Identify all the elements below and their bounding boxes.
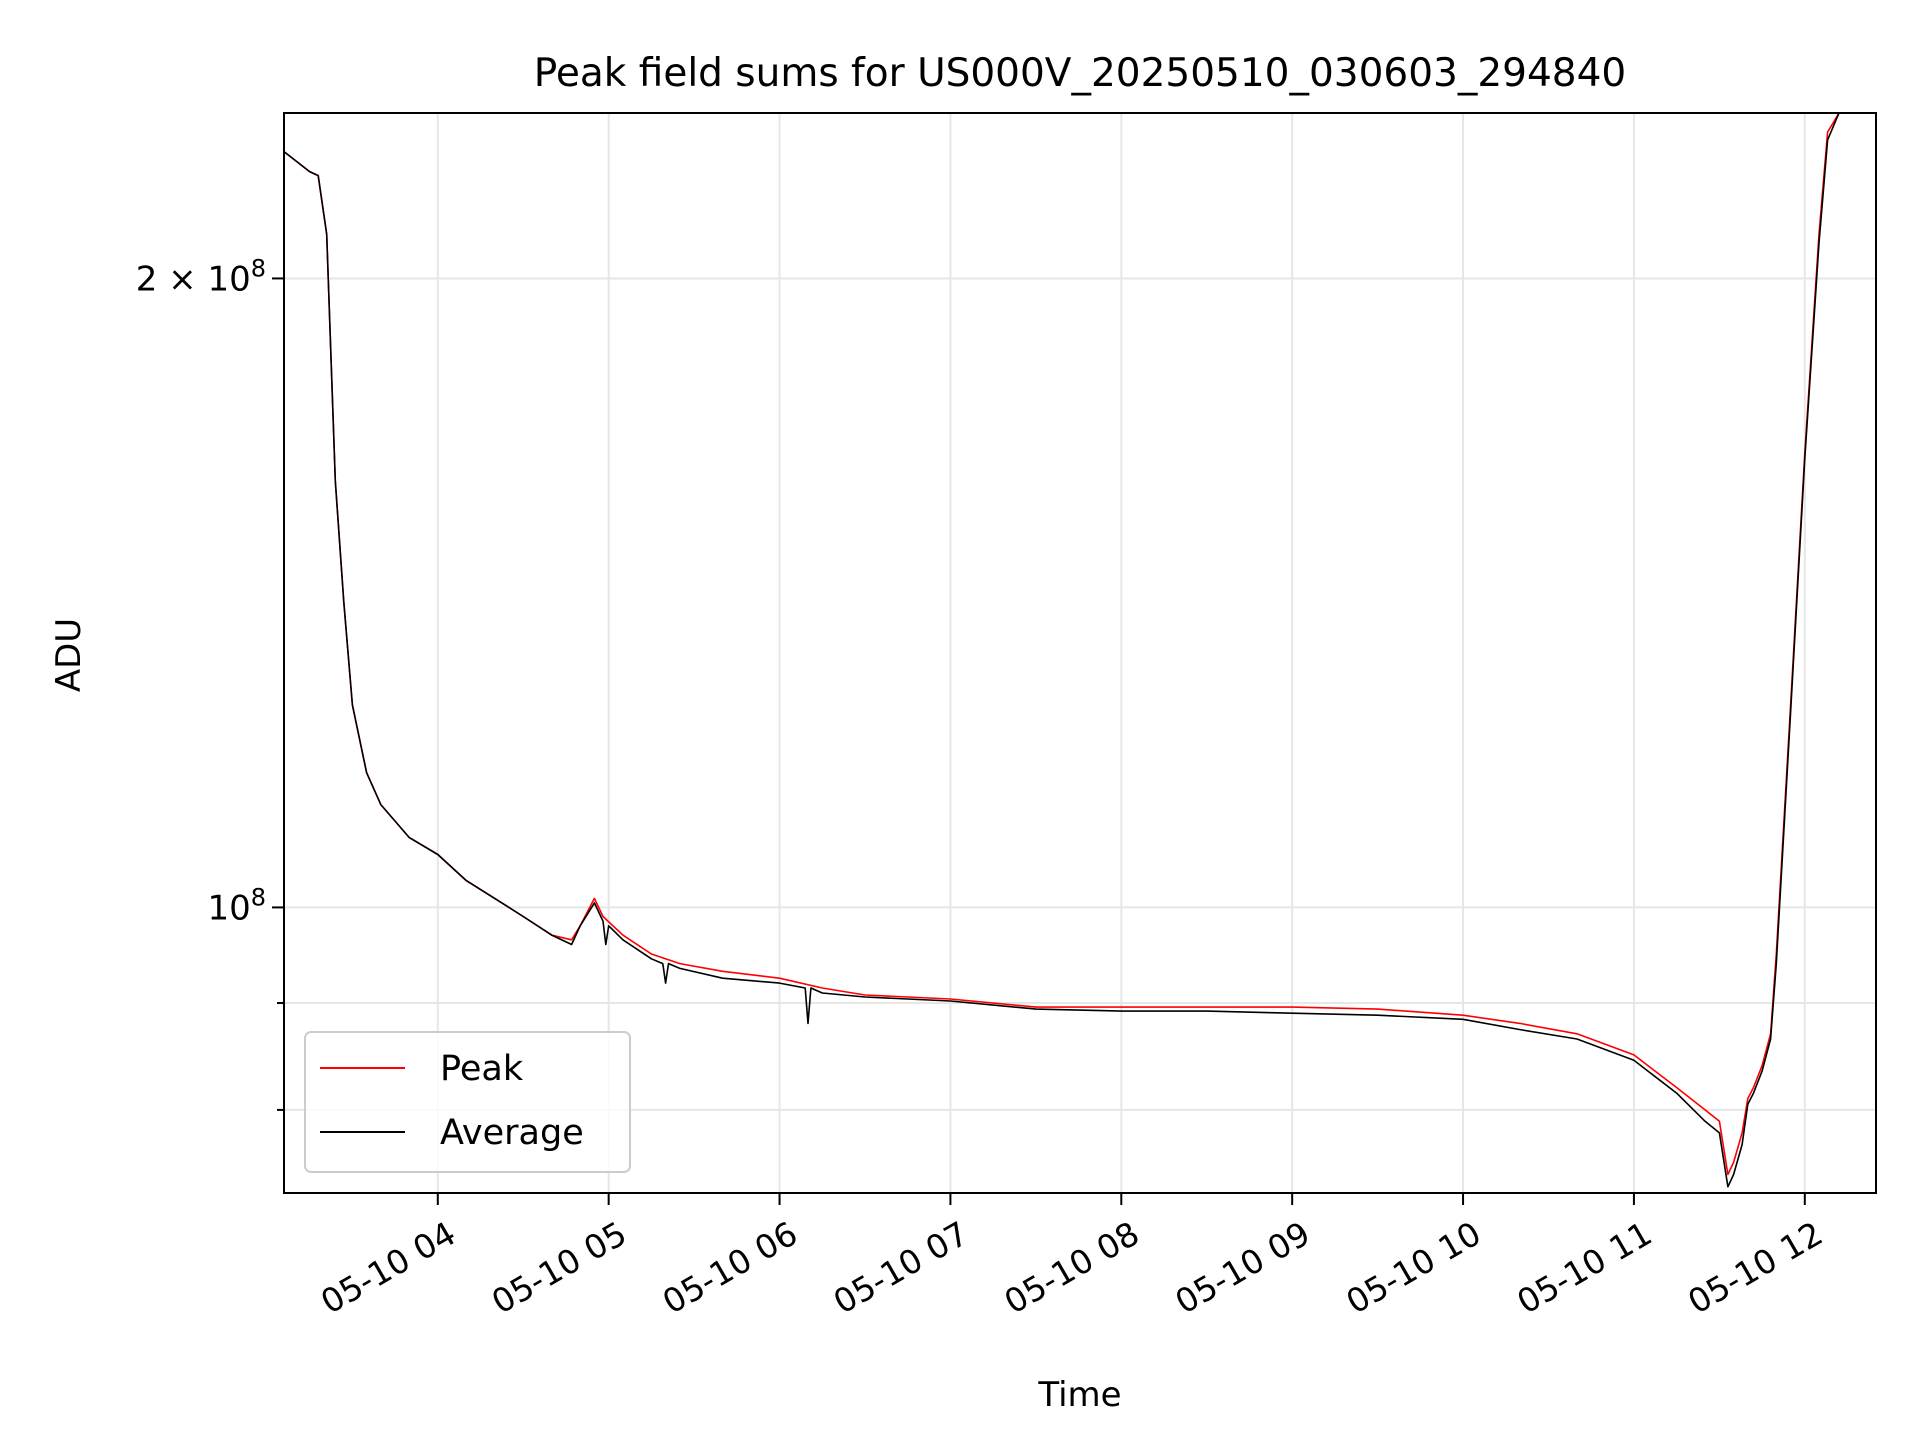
x-axis-label: Time: [1037, 1375, 1121, 1415]
chart-title: Peak field sums for US000V_20250510_0306…: [534, 51, 1627, 96]
y-tick-label: 2 × 108: [136, 254, 266, 299]
y-tick-label: 108: [207, 883, 266, 928]
y-axis: 108 2 × 108: [136, 254, 284, 1111]
series-line-average: [284, 113, 1876, 1188]
y-axis-label: ADU: [49, 618, 89, 692]
plot-lines: [284, 113, 1876, 1188]
plot-frame: [283, 112, 1877, 1194]
legend: Peak Average: [304, 1031, 631, 1173]
legend-label-average: Average: [440, 1113, 584, 1153]
legend-label-peak: Peak: [440, 1049, 524, 1089]
grid: [284, 113, 1876, 1193]
